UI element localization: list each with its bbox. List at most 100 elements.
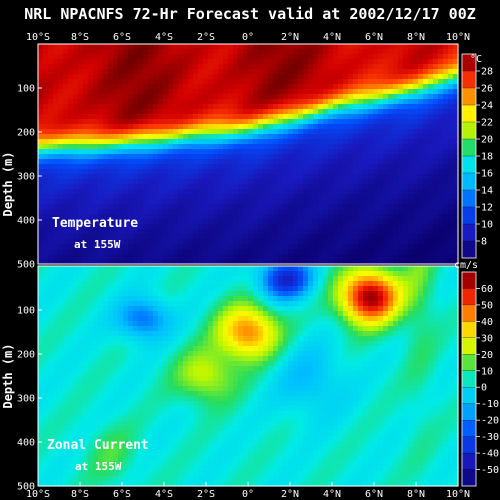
temperature-cell — [203, 219, 209, 225]
temperature-cell — [53, 99, 59, 105]
temperature-cell — [423, 149, 429, 155]
temperature-cell — [73, 199, 79, 205]
temperature-cell — [368, 179, 374, 185]
temperature-cell — [383, 244, 389, 250]
temperature-cell — [408, 64, 414, 70]
zonal-current-cell — [273, 286, 279, 292]
zonal-current-cell — [138, 311, 144, 317]
zonal-current-cell — [153, 291, 159, 297]
temperature-cell — [53, 129, 59, 135]
temperature-cell — [313, 69, 319, 75]
temperature-cell — [153, 204, 159, 210]
zonal-current-cell — [133, 316, 139, 322]
temperature-cell — [113, 164, 119, 170]
temperature-cell — [258, 94, 264, 100]
temperature-cell — [128, 139, 134, 145]
zonal-current-cell — [368, 286, 374, 292]
zonal-current-cell — [188, 306, 194, 312]
temperature-cell — [238, 149, 244, 155]
temperature-cell — [393, 239, 399, 245]
temperature-cell — [123, 69, 129, 75]
temperature-cell — [308, 254, 314, 260]
temperature-cell — [123, 164, 129, 170]
temperature-cell — [348, 104, 354, 110]
zonal-current-cell — [73, 276, 79, 282]
temperature-cell — [63, 229, 69, 235]
temperature-cell — [413, 134, 419, 140]
temperature-cell — [213, 249, 219, 255]
temperature-cell — [233, 79, 239, 85]
temperature-cell — [298, 119, 304, 125]
zonal-current-cell — [193, 306, 199, 312]
temperature-cell — [48, 144, 54, 150]
temperature-cell — [368, 259, 374, 265]
temperature-cell — [228, 234, 234, 240]
temperature-cell — [103, 49, 109, 55]
temperature-cell — [98, 104, 104, 110]
zonal-current-cell — [73, 336, 79, 342]
zonal-current-cell — [388, 316, 394, 322]
temperature-cell — [368, 144, 374, 150]
temperature-cell — [238, 224, 244, 230]
temperature-cell — [83, 259, 89, 265]
temperature-cell — [358, 194, 364, 200]
temperature-cell — [423, 89, 429, 95]
zonal-current-cell — [88, 281, 94, 287]
zonal-current-cell — [243, 316, 249, 322]
zonal-current-cell — [368, 276, 374, 282]
zonal-current-cell — [333, 291, 339, 297]
temperature-cell — [228, 249, 234, 255]
temperature-cell — [183, 219, 189, 225]
temperature-cell — [353, 124, 359, 130]
temperature-cell — [283, 139, 289, 145]
temperature-cell — [148, 69, 154, 75]
temperature-cell — [243, 104, 249, 110]
zonal-current-cell — [138, 306, 144, 312]
temperature-cell — [278, 124, 284, 130]
temperature-cell — [343, 154, 349, 160]
temperature-cell — [373, 54, 379, 60]
temperature-cell — [348, 79, 354, 85]
zonal-current-cell — [453, 321, 459, 327]
temperature-cell — [173, 59, 179, 65]
temperature-cell — [218, 204, 224, 210]
temperature-cell — [433, 89, 439, 95]
zonal-current-cell — [233, 326, 239, 332]
temperature-cell — [393, 174, 399, 180]
temperature-cell — [343, 69, 349, 75]
temperature-cell — [343, 229, 349, 235]
temperature-cell — [133, 229, 139, 235]
temperature-cell — [248, 219, 254, 225]
temperature-cell — [288, 134, 294, 140]
temperature-cell — [283, 49, 289, 55]
temperature-cell — [333, 94, 339, 100]
zonal-current-cell — [433, 276, 439, 282]
temperature-cell — [263, 174, 269, 180]
temperature-cell — [53, 89, 59, 95]
temperature-cell — [168, 164, 174, 170]
temperature-cell — [243, 44, 249, 50]
temperature-cell — [178, 104, 184, 110]
temperature-cell — [88, 184, 94, 190]
zonal-current-cell — [418, 266, 424, 272]
temperature-cell — [138, 194, 144, 200]
temperature-cell — [248, 49, 254, 55]
temperature-cell — [293, 99, 299, 105]
temperature-cell — [178, 249, 184, 255]
temperature-cell — [288, 209, 294, 215]
temperature-cell — [43, 139, 49, 145]
temperature-cell — [163, 154, 169, 160]
temperature-cell — [453, 159, 459, 165]
temperature-cell — [278, 129, 284, 135]
temperature-cell — [328, 144, 334, 150]
temperature-cell — [253, 184, 259, 190]
zonal-current-cell — [293, 281, 299, 287]
temperature-cell — [243, 59, 249, 65]
temperature-cell — [183, 159, 189, 165]
temperature-cell — [63, 49, 69, 55]
temperature-cell — [308, 184, 314, 190]
temperature-cell — [338, 249, 344, 255]
temperature-cell — [368, 209, 374, 215]
temperature-cell — [283, 219, 289, 225]
zonal-current-cell — [453, 311, 459, 317]
